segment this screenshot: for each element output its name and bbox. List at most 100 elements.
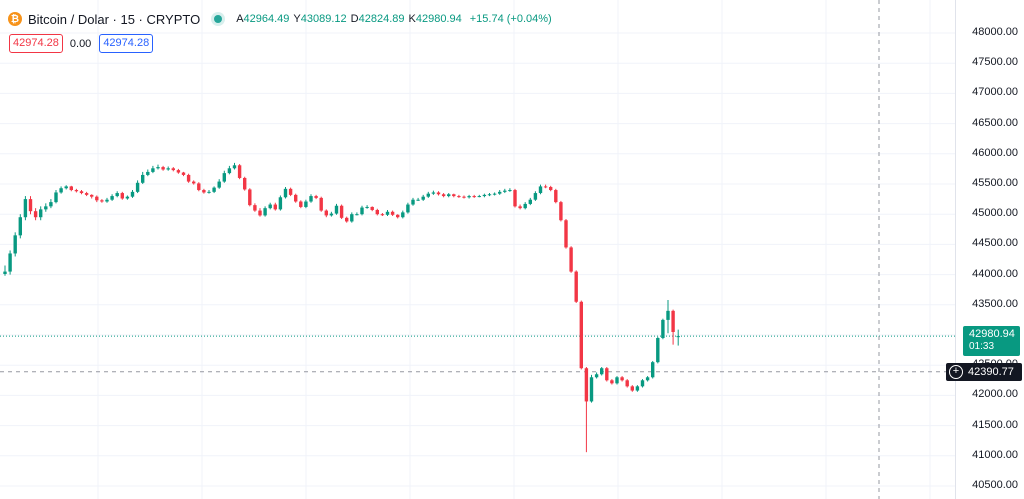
candle-body	[620, 377, 624, 381]
candle-body	[232, 165, 237, 169]
candle-body	[538, 186, 543, 194]
ohlc-open: A42964.49	[236, 13, 290, 25]
candle-body	[549, 187, 553, 191]
candle-body	[329, 213, 334, 216]
candle-body	[217, 181, 221, 188]
candle-body	[441, 194, 446, 197]
candle-body	[630, 386, 634, 391]
candle-body	[416, 199, 420, 201]
candle-body	[579, 301, 583, 369]
candle-body	[100, 200, 104, 202]
price-tick-label: 41000.00	[972, 448, 1018, 461]
plus-icon[interactable]: +	[949, 365, 963, 379]
candle-body	[503, 190, 507, 192]
candle-body	[457, 196, 461, 198]
symbol-title[interactable]: Bitcoin / Dolar · 15 · CRYPTO	[28, 11, 201, 27]
candle-body	[365, 206, 369, 208]
candle-body	[161, 167, 165, 170]
candle-body	[498, 191, 502, 194]
candle-body	[559, 202, 563, 221]
price-tick-label: 45000.00	[972, 207, 1018, 220]
price-tick-label: 41500.00	[972, 418, 1018, 431]
candle-body	[431, 192, 436, 194]
candle-body	[3, 271, 7, 274]
candle-body	[666, 310, 670, 320]
candle-body	[615, 377, 619, 384]
candle-body	[584, 368, 589, 402]
candle-body	[212, 187, 216, 192]
candle-body	[375, 209, 379, 215]
candle-body	[569, 247, 573, 272]
candle-body	[273, 204, 277, 210]
candle-body	[146, 171, 150, 175]
candle-body	[370, 206, 374, 210]
candle-body	[115, 193, 119, 197]
sell-button[interactable]: 42974.28	[9, 34, 63, 53]
candle-body	[319, 197, 323, 211]
candle-body	[452, 194, 456, 197]
candle-body	[605, 368, 609, 381]
price-tick-label: 47500.00	[972, 56, 1018, 69]
candle-body	[640, 380, 645, 387]
candle-body	[350, 214, 354, 222]
candle-body	[309, 196, 313, 202]
candle-body	[237, 165, 242, 178]
candle-body	[656, 338, 660, 363]
price-tick-label: 47000.00	[972, 86, 1018, 99]
bar-countdown: 01:33	[969, 341, 995, 352]
candle-body	[141, 174, 145, 183]
price-tick-label: 43500.00	[972, 297, 1018, 310]
candle-body	[105, 199, 109, 202]
price-tick-label: 48000.00	[972, 26, 1018, 38]
candle-body	[355, 214, 359, 216]
candle-body	[130, 191, 135, 197]
candle-body	[69, 186, 73, 191]
candle-body	[49, 202, 53, 207]
price-tick-label: 46500.00	[972, 116, 1018, 129]
crosshair-price-badge[interactable]: + 42390.77	[946, 363, 1022, 381]
candle-body	[625, 380, 629, 387]
candle-body	[268, 204, 272, 209]
bitcoin-logo-icon: ₿	[8, 12, 22, 26]
candle-body	[207, 191, 211, 193]
price-tick-label: 44000.00	[972, 267, 1018, 280]
market-status-icon[interactable]	[214, 15, 223, 23]
candle-body	[248, 189, 252, 206]
candle-body	[54, 192, 58, 203]
price-tick-label: 40500.00	[972, 479, 1018, 491]
candle-body	[304, 201, 308, 207]
candle-body	[283, 188, 288, 198]
candle-body	[44, 206, 48, 210]
candle-body	[166, 168, 170, 170]
candle-body	[651, 362, 655, 378]
candle-body	[543, 186, 548, 188]
candle-body	[59, 188, 63, 193]
candle-body	[345, 217, 349, 222]
candle-body	[635, 386, 640, 391]
candle-body	[171, 168, 175, 171]
candle-body	[508, 190, 512, 192]
candle-body	[176, 170, 181, 173]
candle-body	[334, 205, 339, 214]
candle-body	[156, 167, 160, 169]
candle-body	[186, 174, 191, 182]
candle-body	[39, 209, 43, 218]
candle-body	[258, 210, 262, 216]
candle-body	[18, 217, 22, 236]
candle-body	[380, 214, 385, 216]
candle-body	[447, 194, 451, 197]
buy-button[interactable]: 42974.28	[99, 34, 154, 53]
candle-body	[324, 210, 328, 216]
price-tick-label: 46000.00	[972, 146, 1018, 159]
price-tick-label: 42000.00	[972, 388, 1018, 401]
candle-body	[482, 194, 487, 197]
candle-body	[492, 193, 497, 195]
candle-body	[390, 211, 395, 215]
candle-body	[222, 173, 226, 182]
candle-body	[253, 205, 257, 211]
candle-body	[426, 193, 430, 197]
trade-buttons: 42974.28 0.00 42974.28	[9, 34, 154, 53]
candle-body	[33, 211, 38, 218]
